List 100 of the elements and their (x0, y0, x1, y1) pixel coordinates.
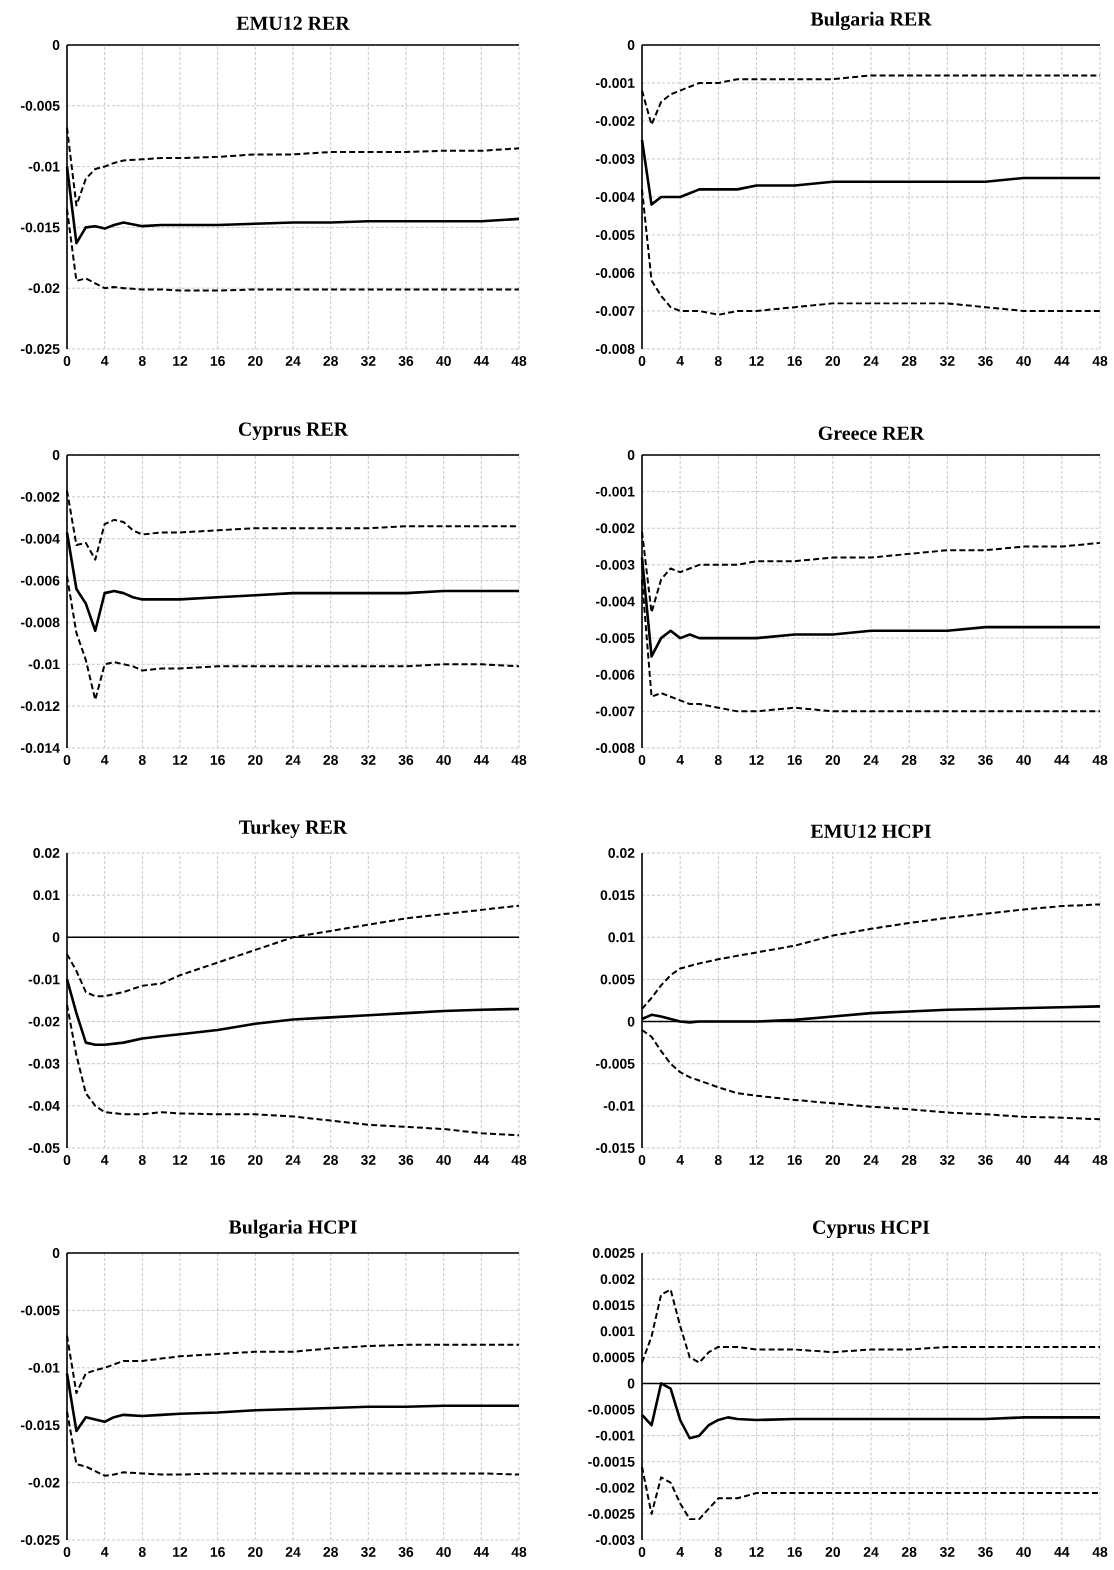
x-tick-label: 44 (1054, 1547, 1070, 1557)
y-tick-label: -0.006 (595, 669, 635, 680)
y-tick-label: -0.03 (28, 1058, 60, 1069)
x-tick-label: 32 (360, 1547, 376, 1557)
x-tick-label: 44 (1054, 755, 1070, 765)
x-tick-label: 24 (285, 755, 301, 765)
y-tick-label: 0 (627, 40, 635, 50)
x-tick-label: 32 (360, 1155, 376, 1165)
x-tick-label: 36 (978, 356, 993, 366)
x-tick-label: 28 (901, 755, 917, 765)
x-tick-label: 28 (323, 755, 338, 765)
x-tick-label: 16 (210, 755, 225, 765)
x-tick-label: 12 (173, 356, 188, 366)
y-tick-label: -0.005 (595, 1058, 635, 1069)
y-tick-label: -0.006 (20, 575, 60, 586)
y-tick-label: -0.003 (595, 1535, 635, 1545)
x-tick-label: 48 (1092, 1155, 1108, 1165)
x-tick-label: 16 (210, 1547, 225, 1557)
y-tick-label: -0.002 (20, 491, 60, 502)
x-tick-label: 24 (285, 1155, 301, 1165)
y-tick-label: -0.002 (595, 523, 635, 534)
x-tick-label: 16 (787, 1155, 802, 1165)
x-tick-label: 12 (173, 755, 188, 765)
chart-title: Cyprus RER (238, 422, 349, 440)
x-tick-label: 28 (323, 356, 338, 366)
x-tick-label: 12 (173, 1547, 188, 1557)
x-tick-label: 36 (398, 755, 414, 765)
x-tick-label: 8 (714, 755, 722, 765)
x-tick-label: 40 (1016, 356, 1031, 366)
x-tick-label: 24 (863, 356, 879, 366)
y-tick-label: -0.005 (20, 1305, 60, 1316)
y-tick-label: -0.008 (595, 344, 635, 354)
y-tick-label: 0.002 (600, 1274, 635, 1285)
y-tick-label: 0 (627, 1378, 635, 1389)
y-tick-label: -0.0005 (588, 1404, 635, 1415)
y-tick-label: -0.007 (595, 706, 635, 717)
y-tick-label: -0.0015 (588, 1456, 635, 1467)
x-tick-label: 24 (285, 1547, 301, 1557)
y-tick-label: 0.0015 (592, 1300, 635, 1311)
y-tick-label: 0 (52, 932, 60, 943)
x-tick-label: 48 (1092, 1547, 1108, 1557)
y-tick-label: -0.025 (20, 1535, 60, 1545)
y-tick-label: 0.01 (608, 932, 635, 943)
x-tick-label: 12 (173, 1155, 188, 1165)
x-tick-label: 0 (638, 356, 646, 366)
chart-title: EMU12 RER (236, 16, 350, 30)
x-tick-label: 24 (863, 1155, 879, 1165)
y-tick-label: -0.007 (595, 306, 635, 316)
x-tick-label: 40 (1016, 1547, 1031, 1557)
x-tick-label: 44 (473, 1155, 490, 1165)
y-tick-label: -0.005 (595, 633, 635, 644)
x-tick-label: 36 (978, 755, 993, 765)
x-tick-label: 4 (676, 1155, 684, 1165)
x-tick-label: 48 (511, 356, 527, 366)
y-tick-label: -0.0025 (588, 1508, 635, 1519)
x-tick-label: 44 (1054, 356, 1070, 366)
x-tick-label: 4 (101, 1547, 109, 1557)
x-tick-label: 0 (638, 1155, 646, 1165)
chart-title: Bulgaria HCPI (228, 1219, 357, 1238)
x-tick-label: 20 (825, 1547, 841, 1557)
x-tick-label: 0 (63, 1547, 71, 1557)
y-tick-label: -0.014 (20, 743, 60, 753)
x-tick-label: 48 (511, 755, 527, 765)
x-tick-label: 48 (1092, 755, 1108, 765)
y-tick-label: 0.02 (608, 848, 635, 858)
y-tick-label: -0.001 (595, 78, 635, 88)
x-tick-label: 4 (101, 1155, 109, 1165)
chart-title: Turkey RER (239, 819, 348, 838)
y-tick-label: -0.015 (20, 1420, 60, 1431)
x-tick-label: 36 (398, 1547, 414, 1557)
chart-title: Greece RER (818, 426, 925, 440)
y-tick-label: -0.003 (595, 559, 635, 570)
x-tick-label: 36 (398, 356, 414, 366)
y-tick-label: -0.004 (20, 533, 60, 544)
x-tick-label: 20 (248, 755, 263, 765)
x-tick-label: 12 (749, 356, 764, 366)
y-tick-label: -0.002 (595, 116, 635, 126)
x-tick-label: 32 (939, 1547, 955, 1557)
x-tick-label: 40 (1016, 755, 1031, 765)
x-tick-label: 12 (749, 755, 764, 765)
y-tick-label: -0.004 (595, 192, 635, 202)
y-tick-label: -0.008 (595, 743, 635, 753)
x-tick-label: 32 (360, 755, 376, 765)
x-tick-label: 16 (787, 356, 802, 366)
y-tick-label: -0.002 (595, 1482, 635, 1493)
x-tick-label: 0 (63, 1155, 71, 1165)
x-tick-label: 8 (714, 1155, 722, 1165)
y-tick-label: -0.005 (595, 230, 635, 240)
x-tick-label: 24 (863, 1547, 879, 1557)
y-tick-label: -0.004 (595, 596, 635, 607)
y-tick-label: -0.006 (595, 268, 635, 278)
y-tick-label: 0.015 (600, 890, 635, 901)
y-tick-label: 0.001 (600, 1326, 635, 1337)
x-tick-label: 28 (901, 1547, 917, 1557)
x-tick-label: 4 (676, 755, 684, 765)
x-tick-label: 32 (939, 356, 955, 366)
y-tick-label: -0.001 (595, 486, 635, 497)
y-tick-label: -0.01 (28, 161, 60, 172)
y-tick-label: 0.005 (600, 974, 635, 985)
y-tick-label: -0.025 (20, 344, 60, 354)
